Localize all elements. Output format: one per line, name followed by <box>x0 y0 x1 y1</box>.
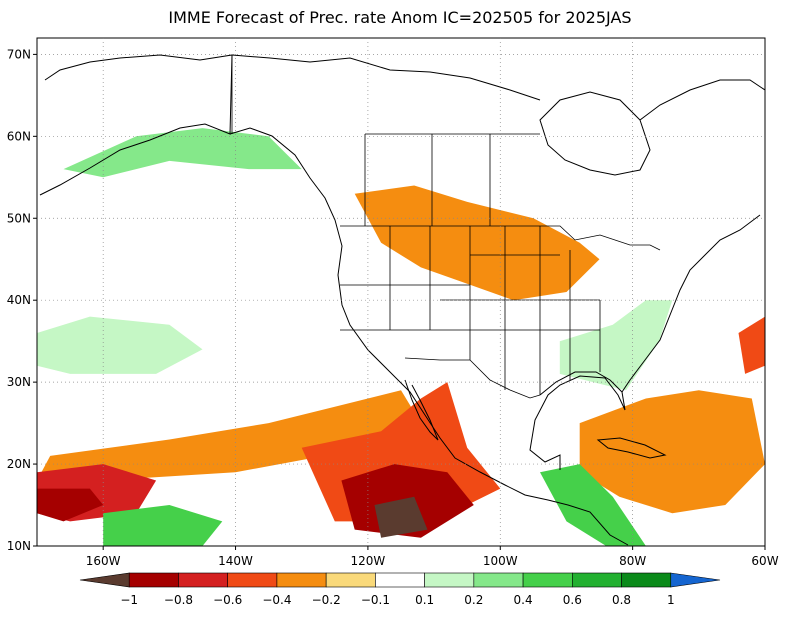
colorbar-label: 0.4 <box>514 593 533 607</box>
labrador-coast <box>639 79 765 121</box>
lon-tick-label: 100W <box>483 554 518 568</box>
lat-tick-label: 40N <box>7 293 31 307</box>
colorbar-bin <box>375 572 425 588</box>
map-axes: 10N 20N 30N 40N 50N 60N 70N 160W 140W 120W 100W 80W… <box>7 47 779 568</box>
colorbar-label: −0.2 <box>312 593 341 607</box>
lon-tick-label: 140W <box>218 554 253 568</box>
anomaly-region <box>103 505 223 546</box>
lat-tick-label: 20N <box>7 457 31 471</box>
colorbar-bin <box>424 572 475 588</box>
lon-tick-label: 80W <box>619 554 646 568</box>
alaska-coast <box>39 54 233 196</box>
lon-tick-label: 120W <box>351 554 386 568</box>
colorbar-bin <box>79 572 130 588</box>
anomaly-region <box>559 300 673 391</box>
colorbar-bin <box>178 572 228 588</box>
us-canada-border <box>340 225 661 251</box>
colorbar-bin <box>325 572 376 588</box>
colorbar-label: 1 <box>667 593 675 607</box>
colorbar-bin <box>128 572 179 588</box>
lat-tick-label: 10N <box>7 539 31 553</box>
graticule <box>37 38 765 546</box>
colorbar-label: 0.2 <box>464 593 483 607</box>
colorbar-label: 0.1 <box>415 593 434 607</box>
anomaly-layer <box>37 128 765 546</box>
anomaly-region <box>579 390 765 514</box>
arctic-coast <box>231 54 541 101</box>
political-borders <box>231 55 661 399</box>
anomaly-region <box>540 464 646 546</box>
colorbar-bin <box>276 572 327 588</box>
colorbar-label: 0.8 <box>612 593 631 607</box>
chart-title: IMME Forecast of Prec. rate Anom IC=2025… <box>168 8 632 27</box>
coastline-layer <box>39 54 765 546</box>
lat-tick-label: 50N <box>7 211 31 225</box>
anomaly-region <box>37 488 104 522</box>
east-coast <box>621 214 761 393</box>
cuba <box>596 437 667 459</box>
anomaly-region <box>738 316 765 374</box>
colorbar-label: −0.6 <box>213 593 242 607</box>
colorbar-label: −0.8 <box>164 593 193 607</box>
us-state-borders <box>340 226 601 395</box>
gulf-coast <box>529 371 626 470</box>
colorbar-bin <box>522 572 573 588</box>
colorbar-label: 0.6 <box>563 593 582 607</box>
north-america-coastline <box>229 127 629 546</box>
map-frame <box>36 37 766 547</box>
colorbar-bin <box>473 572 524 588</box>
lat-tick-label: 60N <box>7 129 31 143</box>
lat-tick-label: 70N <box>7 47 31 61</box>
hudson-bay <box>539 91 651 176</box>
anomaly-region <box>63 128 302 178</box>
anomaly-region <box>37 390 421 481</box>
baja-california <box>404 379 439 441</box>
colorbar-bin <box>621 572 672 588</box>
us-mexico-border <box>404 357 541 399</box>
colorbar-label: −1 <box>120 593 138 607</box>
colorbar-bin <box>227 572 278 588</box>
colorbar: −1 −0.8 −0.6 −0.4 −0.2 −0.1 0.1 0.2 0.4 0.6 0.8 1 <box>79 572 721 607</box>
colorbar-label: −0.4 <box>262 593 291 607</box>
colorbar-label: −0.1 <box>361 593 390 607</box>
colorbar-bin <box>670 572 721 588</box>
lat-tick-label: 30N <box>7 375 31 389</box>
anomaly-region <box>37 316 203 374</box>
colorbar-bin <box>572 572 622 588</box>
anomaly-region <box>374 496 428 538</box>
anomaly-region <box>354 185 600 301</box>
canada-province-borders <box>364 133 540 226</box>
lon-tick-label: 160W <box>86 554 121 568</box>
lon-tick-label: 60W <box>751 554 778 568</box>
